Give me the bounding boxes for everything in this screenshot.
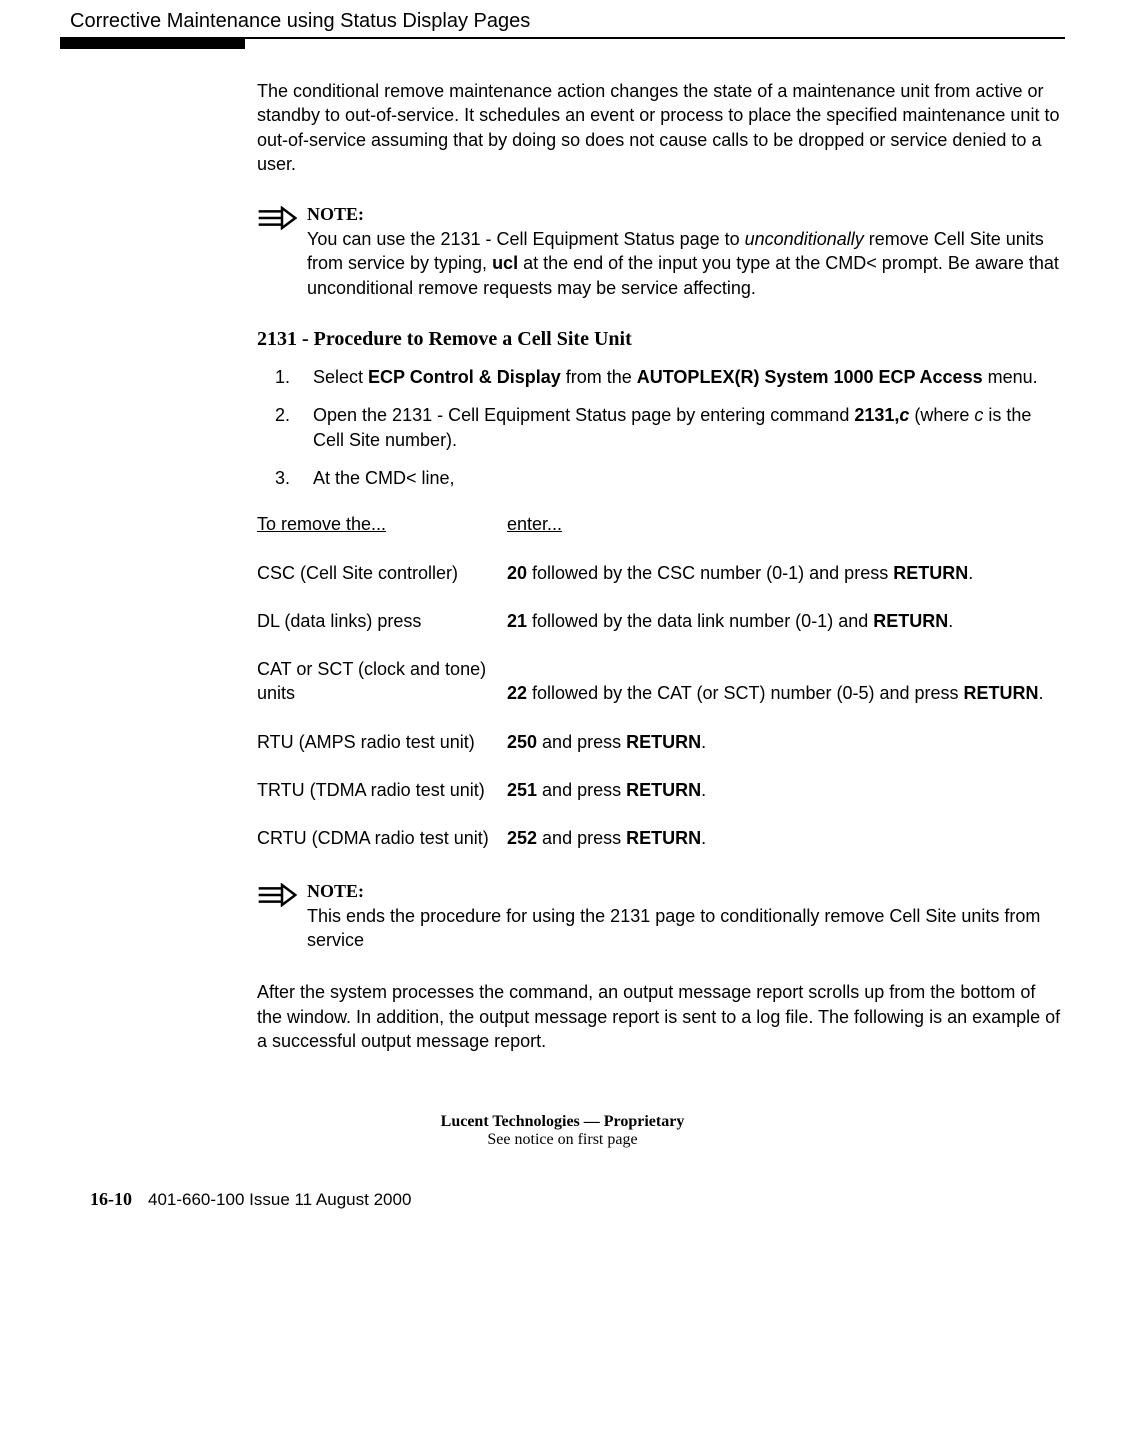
note-block-1: NOTE: You can use the 2131 - Cell Equipm… (257, 204, 1065, 300)
page-number: 16-10 (90, 1189, 132, 1210)
s2c: c (899, 405, 909, 425)
rule-thin (245, 37, 1065, 39)
note-label: NOTE: (307, 881, 1065, 902)
col-head-left: To remove the... (257, 512, 507, 536)
step-2: 2. Open the 2131 - Cell Equipment Status… (257, 403, 1065, 452)
r-t: and press (537, 732, 626, 752)
note1-d: ucl (492, 253, 518, 273)
note-arrow-icon (257, 881, 307, 953)
r-t: followed by the CSC number (0-1) and pre… (527, 563, 893, 583)
header-title: Corrective Maintenance using Status Disp… (70, 10, 1065, 33)
cell-left: RTU (AMPS radio test unit) (257, 730, 507, 754)
r-b: 250 (507, 732, 537, 752)
s1c: from the (561, 367, 637, 387)
note-block-2: NOTE: This ends the procedure for using … (257, 881, 1065, 953)
cell-right: 20 followed by the CSC number (0-1) and … (507, 561, 1065, 585)
table-header: To remove the... enter... (257, 512, 1065, 536)
table-row: DL (data links) press 21 followed by the… (257, 609, 1065, 633)
intro-paragraph: The conditional remove maintenance actio… (257, 79, 1065, 176)
s1e: menu. (983, 367, 1038, 387)
note-text-1: You can use the 2131 - Cell Equipment St… (307, 227, 1065, 300)
procedure-steps: 1. Select ECP Control & Display from the… (257, 365, 1065, 490)
s2d: (where (909, 405, 974, 425)
doc-id: 401-660-100 Issue 11 August 2000 (148, 1190, 411, 1210)
r-t: followed by the CAT (or SCT) number (0-5… (527, 683, 964, 703)
r-t: followed by the data link number (0-1) a… (527, 611, 873, 631)
r-t2: . (968, 563, 973, 583)
r-b: 22 (507, 683, 527, 703)
s2b: 2131, (854, 405, 899, 425)
footer-center: Lucent Technologies — Proprietary See no… (60, 1113, 1065, 1149)
cell-right: 22 followed by the CAT (or SCT) number (… (507, 657, 1065, 706)
r-b2: RETURN (626, 828, 701, 848)
cell-left: CRTU (CDMA radio test unit) (257, 826, 507, 850)
r-b: 20 (507, 563, 527, 583)
s1d: AUTOPLEX(R) System 1000 ECP Access (637, 367, 983, 387)
s2a: Open the 2131 - Cell Equipment Status pa… (313, 405, 854, 425)
r-b: 21 (507, 611, 527, 631)
footer-bottom: 16-10 401-660-100 Issue 11 August 2000 (90, 1189, 1065, 1210)
cell-left: TRTU (TDMA radio test unit) (257, 778, 507, 802)
section-heading: 2131 - Procedure to Remove a Cell Site U… (257, 328, 1065, 351)
cell-right: 21 followed by the data link number (0-1… (507, 609, 1065, 633)
note-text-2: This ends the procedure for using the 21… (307, 904, 1065, 953)
r-t: and press (537, 780, 626, 800)
col-head-right: enter... (507, 512, 1065, 536)
s1a: Select (313, 367, 368, 387)
table-row: RTU (AMPS radio test unit) 250 and press… (257, 730, 1065, 754)
step-1: 1. Select ECP Control & Display from the… (257, 365, 1065, 389)
r-t2: . (701, 780, 706, 800)
footer-proprietary: Lucent Technologies — Proprietary (60, 1113, 1065, 1131)
cell-right: 252 and press RETURN. (507, 826, 1065, 850)
r-b: 252 (507, 828, 537, 848)
step-num: 2. (275, 403, 313, 452)
r-b2: RETURN (626, 732, 701, 752)
r-t2: . (701, 732, 706, 752)
command-table: To remove the... enter... CSC (Cell Site… (257, 512, 1065, 850)
note1-a: You can use the 2131 - Cell Equipment St… (307, 229, 745, 249)
rule-thick (60, 37, 245, 49)
r-t2: . (948, 611, 953, 631)
cell-right: 250 and press RETURN. (507, 730, 1065, 754)
r-b2: RETURN (873, 611, 948, 631)
note1-b: unconditionally (745, 229, 864, 249)
cell-right: 251 and press RETURN. (507, 778, 1065, 802)
r-b: 251 (507, 780, 537, 800)
r-b2: RETURN (626, 780, 701, 800)
cell-left: DL (data links) press (257, 609, 507, 633)
note-arrow-icon (257, 204, 307, 300)
cell-left: CSC (Cell Site controller) (257, 561, 507, 585)
r-b2: RETURN (893, 563, 968, 583)
step-3: 3. At the CMD< line, (257, 466, 1065, 490)
step-num: 1. (275, 365, 313, 389)
cell-left: CAT or SCT (clock and tone) units (257, 657, 507, 706)
table-row: CSC (Cell Site controller) 20 followed b… (257, 561, 1065, 585)
r-b2: RETURN (964, 683, 1039, 703)
table-row: CAT or SCT (clock and tone) units 22 fol… (257, 657, 1065, 706)
header-rule (60, 37, 1065, 49)
footer-notice: See notice on first page (60, 1131, 1065, 1149)
step-num: 3. (275, 466, 313, 490)
r-t2: . (701, 828, 706, 848)
table-row: CRTU (CDMA radio test unit) 252 and pres… (257, 826, 1065, 850)
r-t2: . (1039, 683, 1044, 703)
r-t: and press (537, 828, 626, 848)
after-paragraph: After the system processes the command, … (257, 980, 1065, 1053)
note-label: NOTE: (307, 204, 1065, 225)
s3a: At the CMD< line, (313, 466, 1065, 490)
s1b: ECP Control & Display (368, 367, 561, 387)
table-row: TRTU (TDMA radio test unit) 251 and pres… (257, 778, 1065, 802)
